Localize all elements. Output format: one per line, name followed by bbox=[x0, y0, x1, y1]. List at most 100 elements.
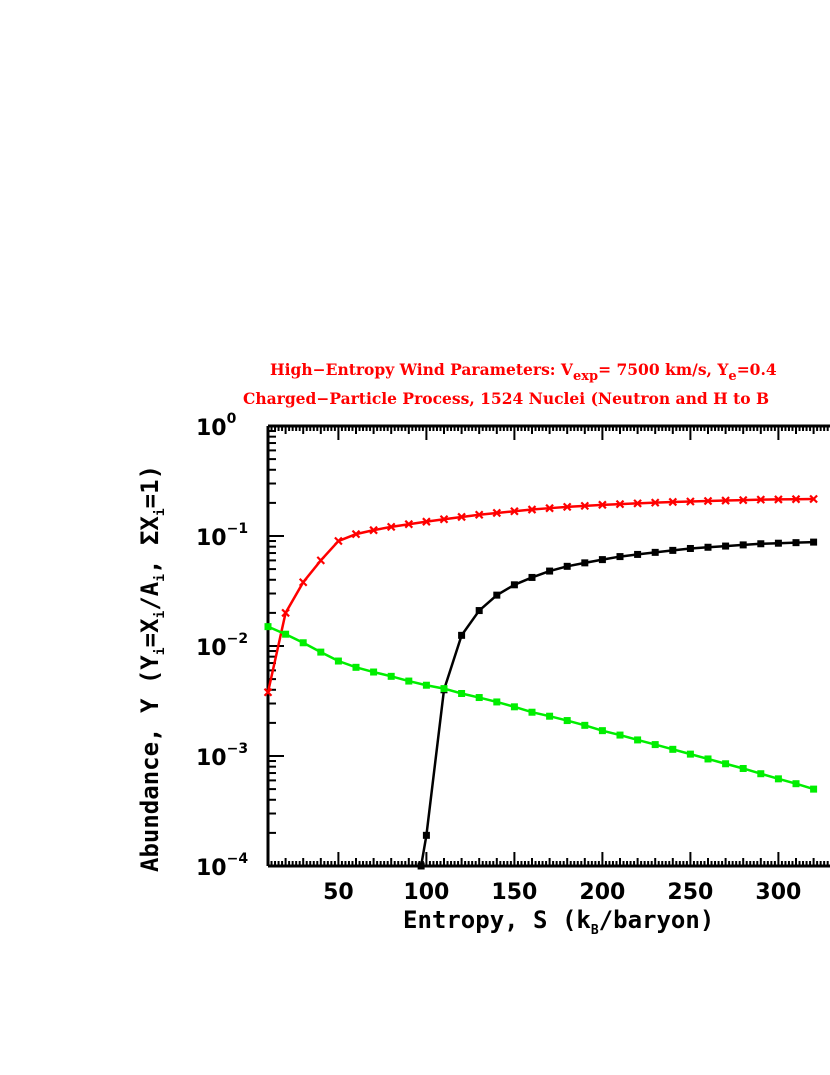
x-marker-stroke bbox=[457, 512, 466, 522]
square-marker bbox=[440, 685, 448, 693]
x-marker-stroke bbox=[386, 522, 396, 532]
square-marker bbox=[792, 539, 800, 547]
x-marker bbox=[439, 514, 449, 524]
x-marker-stroke bbox=[668, 497, 678, 507]
x-marker bbox=[791, 494, 801, 504]
square-marker bbox=[405, 677, 413, 685]
x-marker-stroke bbox=[474, 510, 484, 520]
square-marker bbox=[686, 544, 694, 552]
square-marker bbox=[616, 731, 624, 739]
x-marker-stroke bbox=[334, 536, 343, 546]
x-marker bbox=[615, 499, 625, 509]
square-marker bbox=[422, 831, 430, 839]
square-marker bbox=[299, 639, 307, 647]
square-marker bbox=[792, 780, 800, 788]
x-marker-stroke bbox=[422, 517, 431, 526]
x-tick-label: 100 bbox=[403, 880, 449, 905]
x-tick-labels: 50 100 150 200 250 300 bbox=[323, 880, 801, 905]
x-marker bbox=[686, 497, 695, 506]
square-marker bbox=[417, 862, 425, 870]
x-marker bbox=[738, 495, 748, 505]
y-tick-label: 100 bbox=[196, 411, 237, 441]
x-marker bbox=[386, 522, 396, 532]
square-marker bbox=[634, 736, 642, 744]
x-marker-stroke bbox=[369, 525, 378, 535]
x-marker-stroke bbox=[580, 501, 590, 511]
x-marker bbox=[721, 496, 730, 505]
square-marker bbox=[739, 764, 747, 772]
square-marker bbox=[581, 559, 589, 567]
x-marker bbox=[774, 495, 783, 504]
square-marker bbox=[546, 567, 554, 575]
x-marker-stroke bbox=[615, 499, 625, 509]
x-marker-stroke bbox=[650, 498, 660, 507]
x-marker bbox=[404, 519, 414, 529]
square-marker bbox=[686, 750, 694, 758]
square-marker bbox=[669, 745, 677, 753]
square-marker bbox=[422, 681, 430, 689]
x-axis-label: Entropy, S (kB/baryon) bbox=[403, 906, 714, 938]
x-marker bbox=[369, 525, 378, 535]
y-tick-label: 10−3 bbox=[196, 741, 248, 771]
data-series bbox=[263, 494, 818, 870]
x-marker-stroke bbox=[298, 577, 308, 587]
x-marker bbox=[809, 494, 818, 504]
square-marker bbox=[528, 573, 536, 581]
x-marker bbox=[527, 505, 537, 514]
square-marker bbox=[634, 550, 642, 558]
x-marker-stroke bbox=[774, 495, 783, 504]
square-marker bbox=[722, 760, 730, 768]
x-marker-stroke bbox=[633, 499, 642, 508]
square-marker bbox=[387, 672, 395, 680]
x-marker bbox=[457, 512, 466, 522]
x-marker bbox=[298, 577, 308, 587]
square-marker bbox=[704, 543, 712, 551]
square-marker bbox=[475, 607, 483, 615]
x-tick-label: 200 bbox=[579, 880, 625, 905]
x-marker bbox=[422, 517, 431, 526]
x-marker bbox=[633, 499, 642, 508]
x-marker bbox=[580, 501, 590, 511]
series-line bbox=[266, 497, 814, 693]
y-tick-label: 10−2 bbox=[196, 631, 248, 661]
square-marker bbox=[546, 712, 554, 720]
x-marker-stroke bbox=[738, 495, 748, 505]
square-marker bbox=[669, 546, 677, 554]
x-tick-label: 150 bbox=[491, 880, 537, 905]
x-marker-stroke bbox=[686, 497, 695, 506]
square-marker bbox=[739, 541, 747, 549]
x-marker-stroke bbox=[404, 519, 414, 529]
x-marker-stroke bbox=[281, 608, 290, 618]
square-marker bbox=[616, 553, 624, 561]
square-marker bbox=[493, 591, 501, 599]
x-marker-stroke bbox=[510, 506, 519, 516]
x-marker bbox=[598, 500, 607, 510]
y-tick-label: 10−1 bbox=[196, 521, 248, 551]
square-marker bbox=[510, 581, 518, 589]
x-marker-stroke bbox=[351, 529, 361, 539]
square-marker bbox=[510, 703, 518, 711]
square-marker bbox=[651, 548, 659, 556]
square-marker bbox=[598, 727, 606, 735]
square-marker bbox=[528, 708, 536, 716]
x-marker-stroke bbox=[562, 502, 572, 512]
square-marker bbox=[317, 648, 325, 656]
square-marker bbox=[810, 538, 818, 546]
x-marker bbox=[316, 556, 326, 565]
y-tick-label: 10−4 bbox=[196, 851, 248, 881]
axis-ticks bbox=[267, 426, 829, 867]
square-marker bbox=[581, 721, 589, 729]
chart-title-line1: High−Entropy Wind Parameters: Vexp= 7500… bbox=[270, 360, 777, 384]
x-marker bbox=[510, 506, 519, 516]
x-marker-stroke bbox=[545, 503, 554, 513]
x-marker-stroke bbox=[721, 496, 730, 505]
square-marker bbox=[334, 657, 342, 665]
x-marker bbox=[263, 687, 273, 697]
x-marker-stroke bbox=[492, 508, 502, 518]
square-marker bbox=[282, 630, 290, 638]
x-marker-stroke bbox=[439, 514, 449, 524]
square-marker bbox=[722, 542, 730, 550]
x-tick-label: 300 bbox=[755, 880, 801, 905]
square-marker bbox=[458, 631, 466, 639]
